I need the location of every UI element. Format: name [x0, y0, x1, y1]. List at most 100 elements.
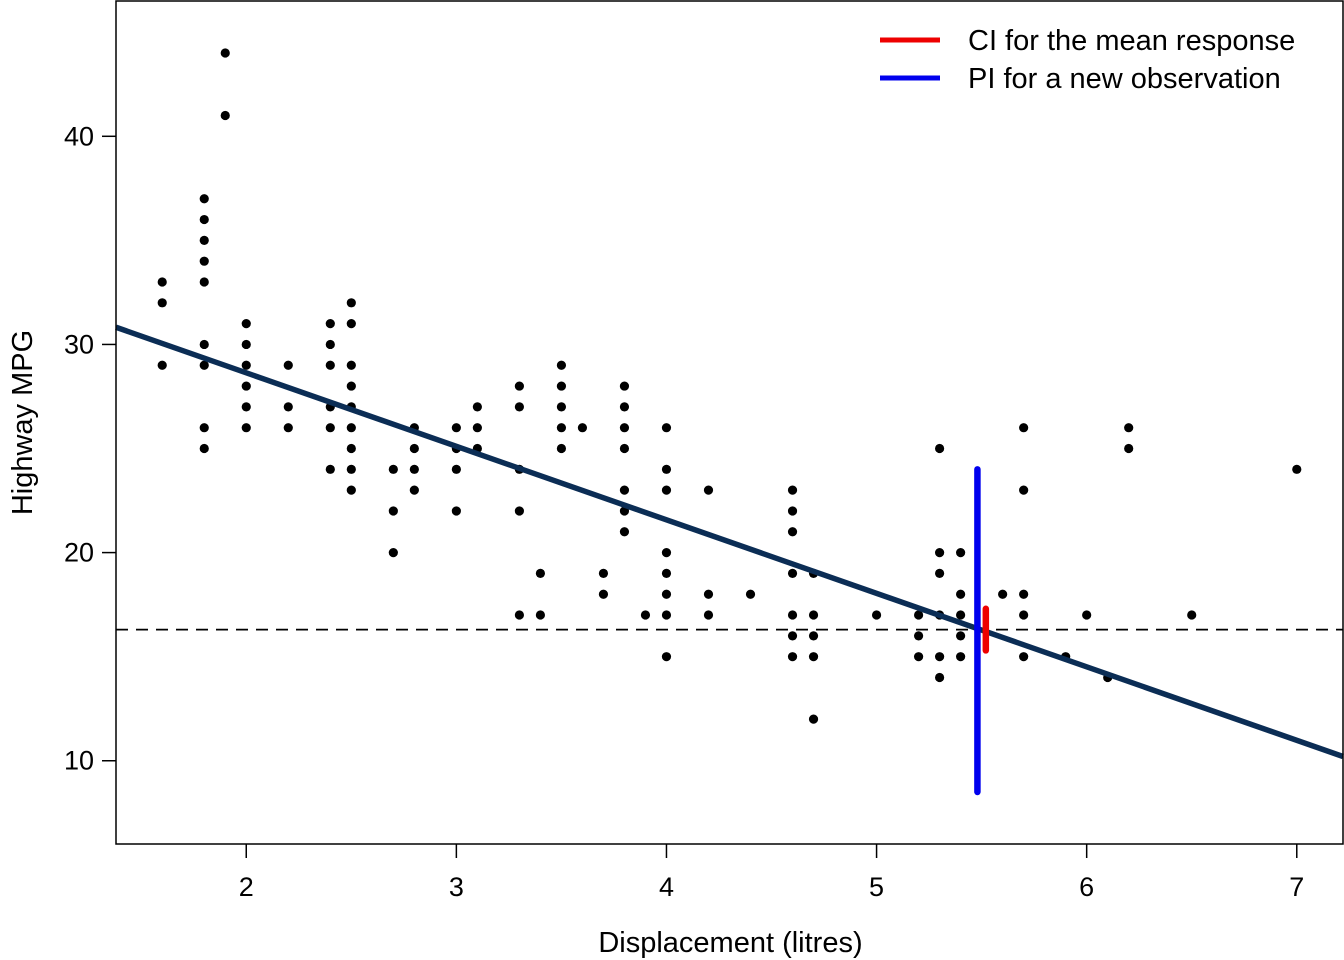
data-point: [346, 423, 356, 433]
data-point: [661, 652, 672, 662]
legend: CI for the mean response PI for a new ob…: [880, 25, 1295, 95]
data-point: [325, 319, 335, 329]
data-point: [619, 443, 630, 454]
data-point: [514, 506, 524, 516]
data-point: [556, 423, 567, 433]
data-point: [199, 339, 209, 350]
data-point: [661, 423, 672, 433]
x-tick-label: 6: [1079, 872, 1094, 902]
data-point: [346, 319, 356, 329]
data-point: [451, 506, 461, 516]
x-axis: 2 3 4 5 6 7: [239, 844, 1304, 902]
x-tick-label: 7: [1289, 872, 1304, 902]
data-point: [451, 423, 461, 433]
data-point: [556, 402, 567, 412]
data-point: [409, 464, 419, 474]
data-point: [346, 360, 356, 370]
data-point: [1019, 589, 1029, 599]
data-point: [199, 443, 209, 454]
data-point: [157, 298, 167, 308]
data-point: [1187, 610, 1197, 620]
data-point: [661, 568, 672, 579]
data-point: [787, 527, 798, 537]
data-point: [472, 402, 482, 412]
data-point: [598, 589, 609, 599]
x-tick-label: 2: [239, 872, 254, 902]
y-tick-label: 30: [64, 329, 94, 359]
data-point: [619, 381, 630, 391]
data-point: [346, 381, 356, 391]
data-point: [199, 214, 209, 225]
data-point: [1019, 485, 1029, 495]
data-point: [514, 381, 524, 391]
data-point: [619, 527, 630, 537]
data-point: [241, 360, 251, 370]
data-point: [1019, 610, 1029, 620]
data-point: [514, 402, 524, 412]
data-point: [199, 423, 209, 433]
data-point: [199, 360, 209, 370]
data-point: [199, 256, 209, 266]
data-point: [935, 568, 945, 579]
data-point: [640, 610, 651, 620]
data-point: [388, 506, 398, 516]
data-point: [808, 631, 819, 641]
data-point: [619, 423, 630, 433]
data-point: [787, 506, 798, 516]
y-axis: 10 20 30 40: [64, 121, 116, 776]
legend-label-pi: PI for a new observation: [968, 63, 1281, 95]
data-point: [283, 360, 293, 370]
data-point: [619, 485, 630, 495]
data-point: [514, 610, 524, 620]
data-point: [241, 339, 251, 350]
y-tick-label: 10: [64, 746, 94, 776]
data-point: [703, 589, 714, 599]
data-point: [913, 652, 924, 662]
data-point: [556, 443, 567, 454]
data-point: [935, 443, 945, 454]
data-point: [199, 277, 209, 287]
data-point: [956, 631, 966, 641]
data-point: [535, 568, 546, 579]
data-point: [241, 402, 251, 412]
data-point: [935, 652, 945, 662]
data-point: [409, 485, 419, 495]
data-point: [472, 423, 482, 433]
data-point: [913, 631, 924, 641]
data-point: [556, 381, 567, 391]
data-point: [199, 194, 209, 204]
data-point: [661, 589, 672, 599]
data-point: [241, 423, 251, 433]
data-point: [1292, 464, 1302, 474]
data-point: [956, 547, 966, 558]
data-point: [935, 672, 945, 683]
data-point: [346, 443, 356, 454]
data-point: [1019, 423, 1029, 433]
data-point: [283, 402, 293, 412]
data-point: [1019, 652, 1029, 662]
data-point: [157, 360, 167, 370]
data-point: [598, 568, 609, 579]
data-point: [199, 235, 209, 245]
plot-frame: [115, 0, 1344, 845]
data-point: [935, 547, 945, 558]
x-tick-label: 3: [449, 872, 464, 902]
data-point: [220, 110, 230, 121]
x-axis-label: Displacement (litres): [598, 927, 862, 959]
x-tick-label: 4: [659, 872, 674, 902]
y-axis-label: Highway MPG: [7, 330, 39, 515]
data-point: [157, 277, 167, 287]
data-point: [913, 610, 924, 620]
data-point: [661, 547, 672, 558]
data-point: [325, 360, 335, 370]
data-point: [1124, 423, 1134, 433]
data-point: [556, 360, 567, 370]
data-point: [451, 464, 461, 474]
data-point: [283, 423, 293, 433]
regression-line: [115, 324, 1344, 760]
data-point: [1124, 443, 1134, 454]
data-point: [325, 423, 335, 433]
data-point: [956, 589, 966, 599]
data-point: [577, 423, 588, 433]
